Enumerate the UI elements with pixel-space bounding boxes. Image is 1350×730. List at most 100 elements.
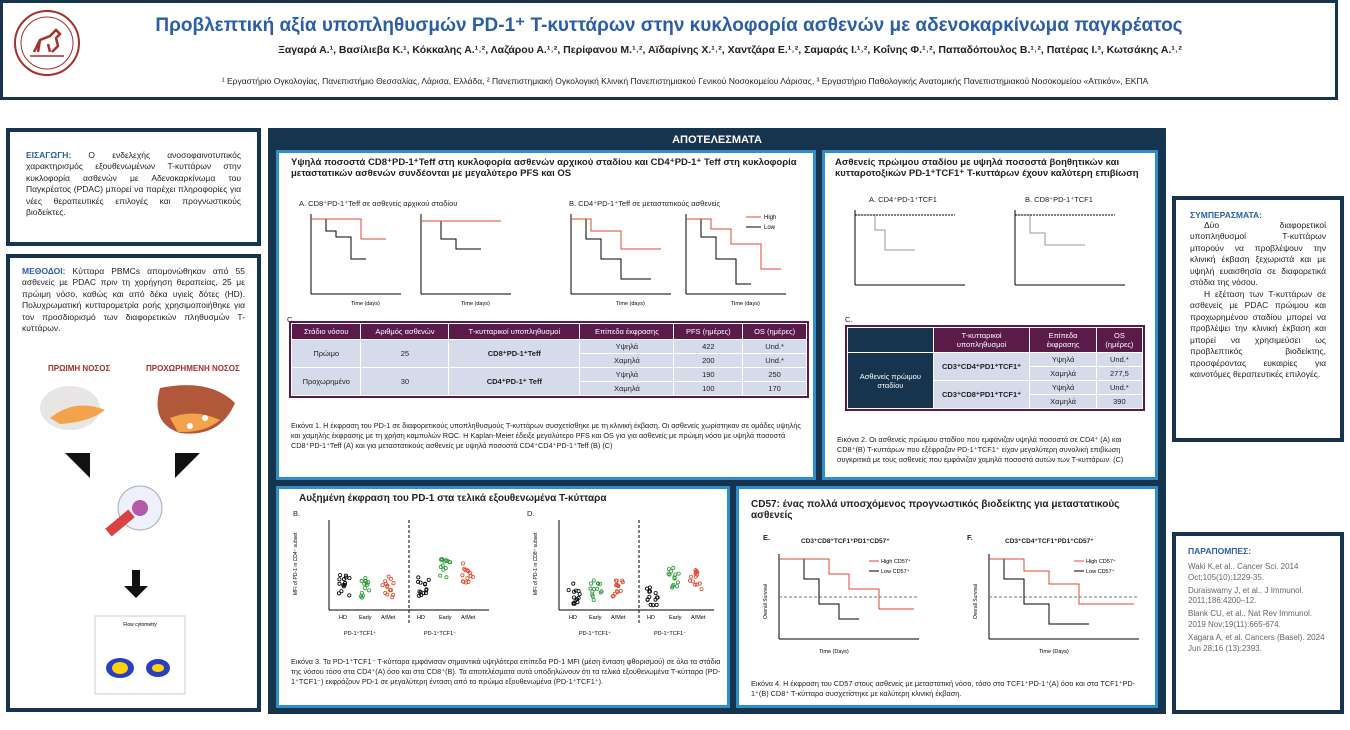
- s4-e-title: CD3⁺CD8⁺TCF1⁺PD1⁺CD57⁺: [801, 538, 890, 545]
- dot-mark: [442, 559, 447, 564]
- dot-mark: [591, 597, 596, 602]
- s3-dot-groups: [336, 557, 704, 608]
- dot-mark: [590, 592, 595, 597]
- intro-body: Ο ενδελεχής ανοσοφαινοτυπικός χαρακτηρισ…: [26, 150, 241, 218]
- g-hd-3: HD: [569, 615, 577, 621]
- methods-box: ΜΕΘΟΔΟΙ: Κύτταρα PBMCs απομονώθηκαν από …: [6, 254, 261, 712]
- dot-mark: [343, 573, 348, 578]
- methods-label: ΜΕΘΟΔΟΙ:: [22, 266, 66, 276]
- methods-text: ΜΕΘΟΔΟΙ: Κύτταρα PBMCs απομονώθηκαν από …: [22, 266, 245, 335]
- dot-mark: [645, 597, 650, 602]
- s2-table-wrap: T-κυτταρικοί υποπληθυσμοί Επίπεδα έκφρασ…: [845, 325, 1145, 411]
- dot-mark: [467, 570, 472, 575]
- s1-table: Στάδιο νόσου Αριθμός ασθενών T-κυτταρικο…: [290, 323, 807, 396]
- author-list: Ξαγαρά Α.¹, Βασίλιεβα Κ.¹, Κόκκαλης Α.¹˒…: [278, 44, 1182, 56]
- dot-mark: [460, 573, 465, 578]
- xlabel-b2: Time (days): [731, 301, 760, 307]
- t1-h3: Επίπεδα έκφρασης: [579, 323, 675, 340]
- xlabel-b1: Time (days): [616, 301, 645, 307]
- dot-mark: [689, 574, 694, 579]
- g-early-4: Early: [669, 615, 682, 621]
- t1-level: Χαμηλά: [579, 381, 675, 396]
- km-plot-a1: [310, 214, 401, 295]
- t1-os: 250: [742, 367, 807, 382]
- dot-mark: [647, 594, 652, 599]
- result-section-1: Υψηλά ποσοστά CD8⁺PD-1⁺Teff στη κυκλοφορ…: [276, 150, 816, 480]
- t2-os: 390: [1095, 394, 1144, 409]
- t1-subset: CD4⁺PD-1⁺ Teff: [448, 367, 581, 396]
- dot-mark: [699, 587, 704, 592]
- e-legend-high: High CD57⁺: [881, 558, 911, 565]
- conclusions-box: ΣΥΜΠΕΡΑΣΜΑΤΑ: Δύο διαφορετικοί υποπληθυσ…: [1172, 196, 1344, 442]
- s3-panel-d-label: D.: [527, 509, 535, 518]
- s4-panel-e-label: E.: [763, 533, 771, 542]
- dot-mark: [424, 587, 429, 592]
- km-plot-a2: [420, 214, 511, 295]
- advanced-label: ΠΡΟΧΩΡΗΜΕΝΗ ΝΟΣΟΣ: [146, 364, 240, 373]
- dot-mark: [614, 583, 619, 588]
- s3-caption: Εικόνα 3. Τα PD-1⁺TCF1⁻ T-κύτταρα εμφάνι…: [291, 657, 721, 686]
- s3-ylabel-1: MFI of PD-1 in CD4⁺ subset: [293, 532, 299, 595]
- dot-mark: [337, 577, 342, 582]
- t1-pfs: 200: [673, 353, 744, 368]
- intro-label: ΕΙΣΑΓΩΓΗ:: [26, 150, 72, 160]
- methods-illustration: Flow cytometry: [40, 385, 235, 695]
- t1-os: Und.*: [742, 339, 807, 354]
- dot-mark: [655, 595, 660, 600]
- dot-mark: [416, 575, 421, 580]
- s4-km-curves: High CD57⁺ Low CD57⁺ Time (Days) Overall…: [763, 554, 1139, 655]
- dot-mark: [597, 581, 602, 586]
- dot-mark: [571, 601, 576, 606]
- legend-low: Low: [764, 225, 776, 231]
- result-section-2: Ασθενείς πρώιμου σταδίου με υψηλά ποσοστ…: [822, 150, 1158, 480]
- dot-mark: [465, 576, 470, 581]
- t1-n: 30: [360, 367, 450, 396]
- t1-stage: Πρώιμο: [290, 339, 362, 368]
- dot-mark: [653, 597, 658, 602]
- dot-mark: [654, 602, 659, 607]
- dot-mark: [417, 593, 422, 598]
- dot-mark: [616, 584, 621, 589]
- xlabel-a2: Time (days): [461, 301, 490, 307]
- dot-mark: [418, 580, 423, 585]
- dot-mark: [675, 580, 680, 585]
- dot-mark: [447, 560, 452, 565]
- s2-panel-a-label: A. CD4⁺PD-1⁺TCF1: [869, 195, 937, 204]
- dot-mark: [675, 584, 680, 589]
- dot-mark: [462, 566, 467, 571]
- km-plot-e: High CD57⁺ Low CD57⁺ Time (Days) Overall…: [763, 554, 919, 655]
- t1-level: Υψηλά: [579, 339, 675, 354]
- dot-mark: [693, 582, 698, 587]
- f-legend-high: High CD57⁺: [1086, 558, 1116, 565]
- e-legend-low: Low CD57⁺: [881, 568, 910, 575]
- dot-mark: [444, 575, 449, 580]
- reference-item: Xagara A, et al. Cancers (Basel). 2024 J…: [1188, 632, 1325, 653]
- dot-mark: [589, 581, 594, 586]
- results-title: ΑΠΟΤΕΛΕΣΜΑΤΑ: [672, 134, 762, 146]
- s2-title: Ασθενείς πρώιμου σταδίου με υψηλά ποσοστ…: [835, 157, 1139, 179]
- dot-mark: [440, 563, 445, 568]
- km-plot-f: High CD57⁺ Low CD57⁺ Time (Days) Overall…: [973, 554, 1139, 655]
- dot-mark: [359, 578, 364, 583]
- dot-mark: [695, 570, 700, 575]
- dot-mark: [339, 589, 344, 594]
- conclusions-p1: Δύο διαφορετικοί υποπληθυσμοί T-κυττάρων…: [1190, 220, 1326, 288]
- dot-mark: [676, 571, 681, 576]
- dot-mark: [465, 568, 470, 573]
- reference-item: Waki K,et al.. Cancer Sci. 2014 Oct;105(…: [1188, 562, 1299, 582]
- university-logo-icon: [14, 10, 80, 76]
- poster-title: Προβλεπτική αξία υποπληθυσμών PD-1⁺ T-κυ…: [155, 15, 1183, 36]
- g-met-1: A/Met: [381, 615, 396, 621]
- dot-mark: [363, 575, 368, 580]
- intro-text: ΕΙΣΑΓΩΓΗ: Ο ενδελεχής ανοσοφαινοτυπικός …: [26, 150, 241, 219]
- g-early-1: Early: [359, 615, 372, 621]
- dot-mark: [367, 588, 372, 593]
- s3-group-label-2: PD-1⁺TCF1⁻: [424, 630, 456, 637]
- dot-mark: [337, 581, 342, 586]
- dot-mark: [598, 590, 603, 595]
- s3-title: Αυξημένη έκφραση του PD-1 στα τελικά εξο…: [299, 493, 607, 504]
- t1-h2: T-κυτταρικοί υποπληθυσμοί: [448, 323, 581, 340]
- dot-mark: [576, 595, 581, 600]
- reference-item: Duraiswamy J, et al.. J Immunol. 2011;18…: [1188, 585, 1304, 606]
- dot-mark: [391, 592, 396, 597]
